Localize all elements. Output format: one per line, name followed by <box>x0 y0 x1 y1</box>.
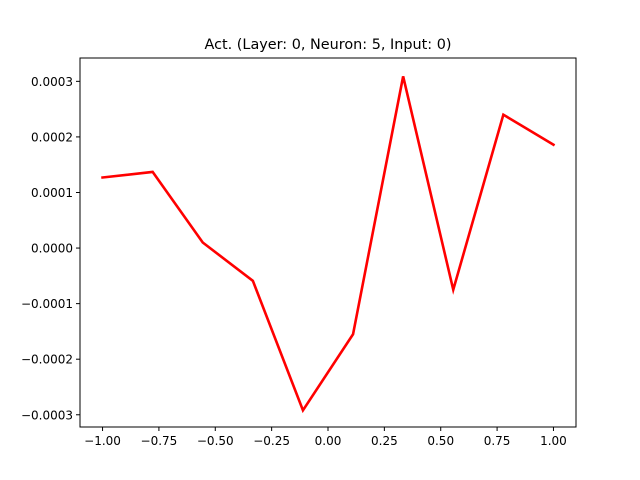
x-axis-ticks: −1.00 −0.75 −0.50 −0.25 0.00 0.25 0.50 0.75 1.00 <box>84 427 567 448</box>
y-tick-label: −0.0003 <box>21 408 73 422</box>
y-tick-label: −0.0001 <box>21 297 73 311</box>
x-tick-label: −0.25 <box>253 434 290 448</box>
series-layer <box>101 76 556 414</box>
x-tick-label: 0.50 <box>427 434 454 448</box>
y-axis-ticks: −0.0003 −0.0002 −0.0001 0.0000 0.0001 0.0002 0… <box>21 75 80 422</box>
x-tick-label: −0.50 <box>197 434 234 448</box>
y-tick-label: 0.0002 <box>31 130 73 144</box>
y-tick-label: 0.0000 <box>31 242 73 256</box>
x-tick-label: −1.00 <box>84 434 121 448</box>
plot-frame <box>79 57 577 428</box>
y-tick-label: 0.0003 <box>31 75 73 89</box>
x-tick-label: 1.00 <box>540 434 567 448</box>
x-tick-label: 0.00 <box>315 434 342 448</box>
y-tick-label: 0.0001 <box>31 186 73 200</box>
chart-title: Act. (Layer: 0, Neuron: 5, Input: 0) <box>205 37 452 53</box>
x-tick-label: 0.75 <box>484 434 511 448</box>
series-line <box>101 76 556 414</box>
x-tick-label: −0.75 <box>141 434 178 448</box>
y-tick-label: −0.0002 <box>21 353 73 367</box>
x-tick-label: 0.25 <box>371 434 398 448</box>
